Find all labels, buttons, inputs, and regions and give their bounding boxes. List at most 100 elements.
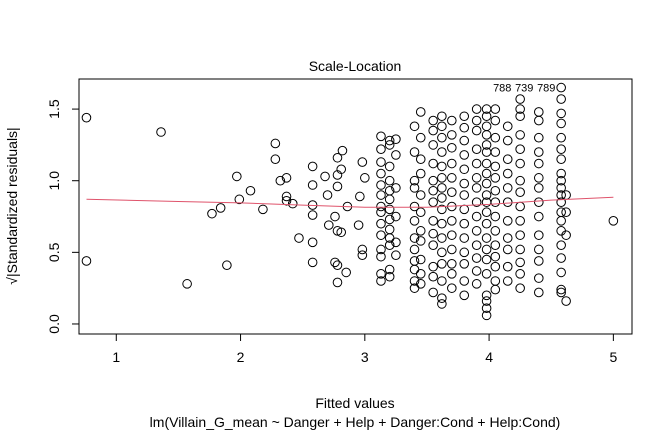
data-point [307, 257, 318, 268]
data-point [384, 175, 395, 186]
data-point [409, 233, 420, 243]
point-label: 739 [515, 83, 533, 95]
chart-subtitle: lm(Villain_G_mean ~ Danger + Help + Dang… [150, 414, 561, 430]
data-point [437, 299, 447, 309]
data-point [428, 125, 438, 136]
data-point [437, 173, 447, 183]
data-point [533, 287, 544, 298]
data-point [490, 211, 501, 222]
data-point [428, 240, 438, 250]
data-point [437, 193, 447, 203]
data-point [533, 244, 544, 255]
data-point [515, 104, 525, 114]
data-point [391, 134, 401, 144]
smooth-line [86, 196, 614, 208]
data-point [459, 122, 470, 133]
data-point [323, 220, 334, 230]
data-point [409, 244, 420, 255]
data-point [459, 259, 470, 269]
smooth-line-layer [86, 196, 614, 208]
data-point [81, 256, 92, 266]
data-point [459, 164, 470, 175]
data-point [515, 94, 525, 104]
data-point [332, 260, 343, 271]
data-point [561, 230, 571, 240]
data-point [332, 277, 343, 288]
data-point [515, 269, 525, 279]
data-point [556, 183, 566, 193]
data-point [320, 171, 330, 182]
data-point [481, 233, 492, 243]
data-point [556, 118, 566, 129]
data-point [384, 140, 395, 150]
data-point [215, 203, 226, 213]
data-point [490, 276, 501, 286]
data-point [81, 112, 92, 123]
data-point [502, 233, 513, 243]
data-point [360, 173, 370, 183]
data-point [502, 168, 513, 179]
data-point [481, 178, 492, 189]
data-point [481, 168, 492, 179]
data-point [490, 104, 501, 114]
data-point [437, 204, 447, 215]
data-point [515, 283, 525, 293]
data-point [222, 260, 232, 271]
data-point [459, 190, 470, 200]
data-point [234, 194, 245, 205]
data-point [437, 132, 447, 143]
data-point [384, 161, 395, 172]
data-point [287, 198, 298, 209]
data-point [515, 230, 525, 240]
data-point [471, 104, 482, 114]
data-point [471, 253, 482, 263]
data-point [376, 269, 386, 279]
data-point [376, 180, 386, 190]
data-point [447, 130, 457, 140]
data-point [533, 132, 544, 143]
data-point [437, 161, 447, 172]
data-point [459, 135, 470, 146]
data-point [556, 175, 566, 186]
data-point [459, 233, 470, 243]
data-point [384, 204, 395, 215]
y-tick-label: 1.0 [46, 171, 62, 191]
data-point [357, 250, 368, 261]
data-point [533, 197, 544, 208]
data-point [232, 171, 242, 182]
data-point [258, 204, 268, 215]
data-point [447, 244, 457, 255]
data-point [376, 131, 386, 142]
data-point [415, 107, 426, 117]
data-point [336, 227, 347, 238]
point-labels-layer: 788 739 789 [493, 83, 555, 95]
data-point [556, 168, 566, 179]
data-point [376, 201, 386, 212]
data-point [556, 197, 566, 208]
data-point [415, 190, 426, 200]
data-point [384, 194, 395, 205]
data-point [437, 276, 447, 286]
data-point [481, 310, 492, 321]
x-tick-label: 4 [485, 349, 493, 365]
data-point [608, 216, 619, 226]
data-point [515, 216, 525, 226]
data-point [376, 157, 386, 167]
data-point [409, 175, 420, 186]
data-point [307, 161, 318, 172]
data-point [447, 269, 457, 279]
data-point [428, 140, 438, 150]
data-point [376, 230, 386, 240]
data-point [481, 296, 492, 306]
data-point [437, 293, 447, 303]
point-label: 789 [537, 83, 555, 95]
data-point [376, 251, 386, 262]
data-point [409, 264, 420, 275]
data-point [459, 290, 470, 301]
data-point [481, 190, 492, 200]
data-point [481, 121, 492, 132]
data-point [384, 264, 395, 275]
data-point [391, 150, 401, 160]
data-point [415, 226, 426, 236]
data-point [336, 164, 347, 175]
